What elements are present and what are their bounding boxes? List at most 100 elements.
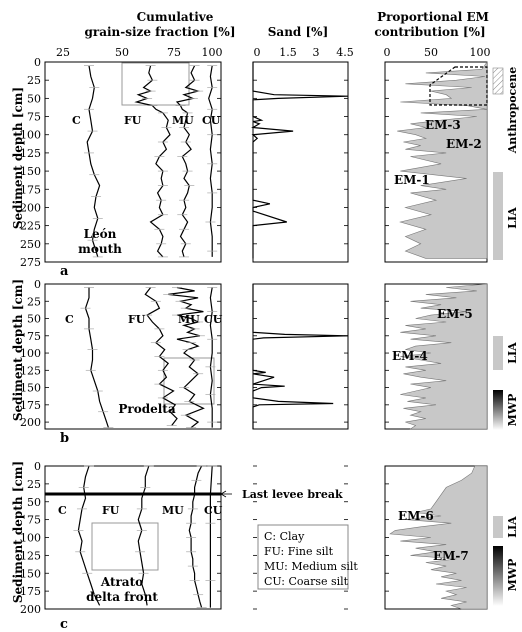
depth-tick-label: 175 <box>20 585 41 598</box>
gs-series-line-2 <box>188 465 203 608</box>
sand-tick-4.5: 4.5 <box>336 46 354 59</box>
depth-tick-label: 100 <box>20 532 41 545</box>
gs-title-line1: Cumulative <box>137 10 214 24</box>
site-c-line1: Atrato <box>100 575 143 589</box>
depth-tick-label: 50 <box>27 92 41 105</box>
gs-series-line-3 <box>208 65 213 257</box>
gs-series-line-3 <box>209 465 213 608</box>
legend-item-fine: FU: Fine silt <box>264 545 334 558</box>
site-a-line1: León <box>84 227 117 241</box>
mwp-bar-c <box>493 546 503 606</box>
depth-tick-label: 175 <box>20 399 41 412</box>
gs-tick-50: 50 <box>115 46 129 59</box>
label-fine-b: FU <box>128 313 146 326</box>
em-3-label: EM-3 <box>425 118 461 132</box>
label-medium-c: MU <box>162 504 184 517</box>
lia-bar-c <box>493 516 503 538</box>
depth-tick-label: 225 <box>20 220 41 233</box>
em-6-label: EM-6 <box>398 509 434 523</box>
depth-tick-label: 275 <box>20 256 41 269</box>
depth-tick-label: 0 <box>34 56 41 69</box>
anthropocene-bar <box>492 67 504 95</box>
gs-title-line2: grain-size fraction [%] <box>84 25 235 39</box>
panel-letter-a: a <box>60 264 69 279</box>
gs-series-line-1 <box>137 465 150 606</box>
panel-c: Sediment depth [cm] 0 25 50 75 100 125 150 175 2… <box>11 460 519 632</box>
highlight-box-b <box>163 357 215 405</box>
highlight-box-c <box>91 522 159 571</box>
sand-frame-b <box>252 283 349 430</box>
em-tick-100: 100 <box>470 46 491 59</box>
gs-tick-25: 25 <box>56 46 70 59</box>
gs-frame-a <box>44 61 222 263</box>
mwp-label-b: MWP <box>506 394 519 427</box>
legend-box <box>257 524 349 590</box>
label-coarse-b: CU <box>204 313 223 326</box>
mwp-bar-b <box>493 390 503 430</box>
depth-tick-label: 250 <box>20 238 41 251</box>
label-coarse-c: CU <box>204 504 223 517</box>
depth-tick-label: 25 <box>27 295 41 308</box>
levee-break-label: Last levee break <box>242 488 343 501</box>
depth-tick-label: 50 <box>27 496 41 509</box>
legend-item-clay: C: Clay <box>264 530 305 543</box>
sand-tick-3: 3 <box>313 46 320 59</box>
gs-series-line-3 <box>209 287 213 428</box>
site-b: Prodelta <box>118 402 175 416</box>
sand-top-ticks: 0 1.5 3 4.5 <box>254 46 354 59</box>
highlight-box-a <box>121 62 190 106</box>
em-7-label: EM-7 <box>433 549 469 563</box>
depth-tick-label: 200 <box>20 416 41 429</box>
label-clay-c: C <box>58 504 67 517</box>
depth-tick-label: 125 <box>20 549 41 562</box>
gs-tick-100: 100 <box>202 46 223 59</box>
depth-tick-label: 125 <box>20 147 41 160</box>
em-area-a <box>397 61 488 259</box>
sand-title: Sand [%] <box>268 25 329 39</box>
gs-lines-b <box>80 286 218 429</box>
sand-tick-1.5: 1.5 <box>279 46 297 59</box>
depth-tick-label: 50 <box>27 313 41 326</box>
em-top-ticks: 0 50 100 <box>384 46 491 59</box>
depth-tick-label: 100 <box>20 347 41 360</box>
gs-series-line-2 <box>168 286 205 429</box>
gs-series-line-0 <box>84 287 109 428</box>
gs-frame-c <box>44 465 222 610</box>
label-medium-a: MU <box>172 114 194 127</box>
levee-arrow-head <box>220 490 227 498</box>
depth-ticks-c: 0 25 50 75 100 125 150 175 200 <box>20 460 487 616</box>
em-1-label: EM-1 <box>394 173 430 187</box>
mwp-label-c: MWP <box>506 559 519 592</box>
depth-tick-label: 150 <box>20 567 41 580</box>
sand-tick-0: 0 <box>254 46 261 59</box>
gs-series-line-2 <box>175 65 201 258</box>
em-title-line1: Proportional EM <box>377 10 489 24</box>
em-title-line2: contribution [%] <box>374 25 485 39</box>
depth-tick-label: 75 <box>27 514 41 527</box>
gs-lines-a <box>84 65 218 258</box>
depth-tick-label: 175 <box>20 183 41 196</box>
sand-line-a <box>251 62 349 259</box>
legend-item-medium: MU: Medium silt <box>264 560 358 573</box>
em-4-label: EM-4 <box>392 349 428 363</box>
anthropocene-hatch-box <box>429 66 488 106</box>
em-tick-50: 50 <box>424 46 438 59</box>
em-5-label: EM-5 <box>437 307 473 321</box>
y-label-b: Sediment depth [cm] <box>11 279 25 421</box>
depth-tick-label: 75 <box>27 330 41 343</box>
em-area-b <box>400 283 488 430</box>
gs-series-line-0 <box>77 465 101 606</box>
depth-tick-label: 125 <box>20 364 41 377</box>
em-2-label: EM-2 <box>446 137 482 151</box>
em-area-c <box>389 465 488 610</box>
gs-frame-b <box>44 283 222 430</box>
label-clay-a: C <box>72 114 81 127</box>
depth-tick-label: 200 <box>20 603 41 616</box>
lia-bar-b <box>493 336 503 370</box>
y-label-a: Sediment depth [cm] <box>11 87 25 229</box>
anthropocene-label: Anthropocene <box>506 67 519 154</box>
gs-lines-c <box>73 465 218 608</box>
depth-tick-label: 0 <box>34 278 41 291</box>
depth-tick-label: 150 <box>20 382 41 395</box>
lia-label-c: LIA <box>506 516 519 538</box>
